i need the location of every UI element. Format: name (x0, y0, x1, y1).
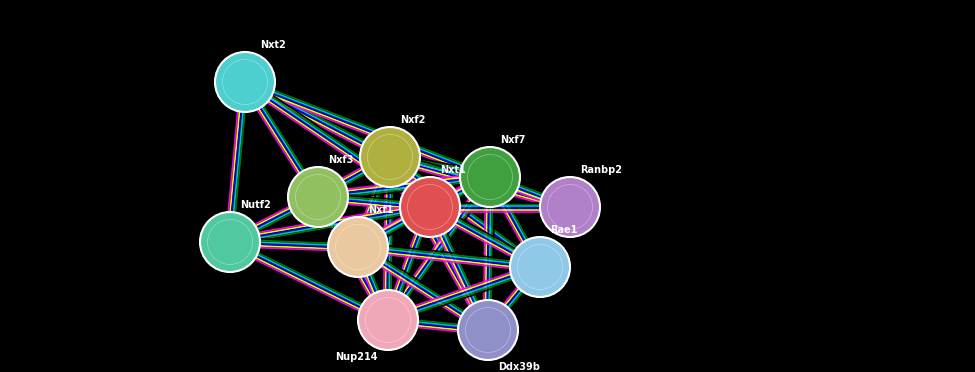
Circle shape (288, 167, 348, 227)
Text: Rae1: Rae1 (550, 225, 577, 235)
Circle shape (295, 174, 340, 219)
Text: Ddx39b: Ddx39b (498, 362, 540, 372)
Circle shape (215, 52, 275, 112)
Circle shape (358, 290, 418, 350)
Text: Nxf7: Nxf7 (500, 135, 526, 145)
Circle shape (458, 300, 518, 360)
Text: Nxf1: Nxf1 (368, 205, 393, 215)
Circle shape (366, 298, 410, 343)
Text: Nxt2: Nxt2 (260, 40, 286, 50)
Circle shape (540, 177, 600, 237)
Text: Ranbp2: Ranbp2 (580, 165, 622, 175)
Circle shape (360, 127, 420, 187)
Circle shape (465, 308, 511, 353)
Circle shape (510, 237, 570, 297)
Circle shape (548, 185, 593, 230)
Text: Nutf2: Nutf2 (240, 200, 271, 210)
Circle shape (200, 212, 260, 272)
Circle shape (467, 154, 513, 199)
Circle shape (222, 60, 267, 105)
Circle shape (400, 177, 460, 237)
Circle shape (208, 219, 253, 264)
Text: Nxt1: Nxt1 (440, 165, 466, 175)
Text: Nxf2: Nxf2 (400, 115, 425, 125)
Circle shape (368, 135, 412, 180)
Circle shape (335, 224, 380, 269)
Text: Nxf3: Nxf3 (328, 155, 353, 165)
Circle shape (518, 244, 563, 289)
Circle shape (328, 217, 388, 277)
Circle shape (408, 185, 452, 230)
Text: Nup214: Nup214 (335, 352, 378, 362)
Circle shape (460, 147, 520, 207)
